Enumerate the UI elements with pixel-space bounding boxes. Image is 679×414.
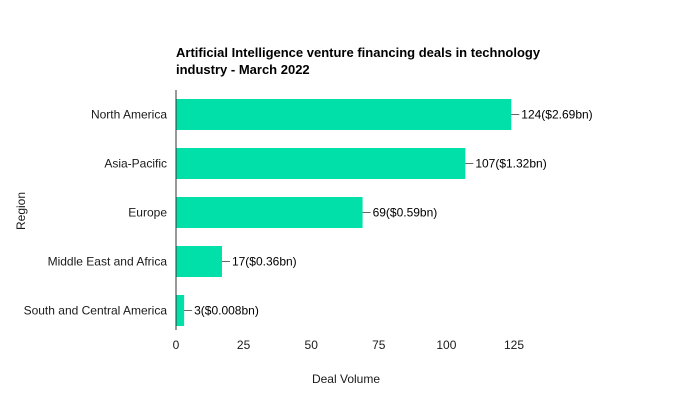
chart-title-line-1: Artificial Intelligence venture financin… <box>176 45 541 60</box>
bar <box>176 197 363 228</box>
plot-area: North America 124($2.69bn) Asia-Pacific 107… <box>24 99 593 352</box>
data-label: 17($0.36bn) <box>232 255 297 269</box>
y-axis-title: Region <box>14 192 28 230</box>
category-label: Asia-Pacific <box>104 157 167 171</box>
x-tick-label: 0 <box>173 338 180 352</box>
category-label: North America <box>91 108 167 122</box>
bar <box>176 99 512 130</box>
x-tick-label: 100 <box>436 338 456 352</box>
bar <box>176 295 185 326</box>
bar <box>176 148 466 179</box>
data-label: 107($1.32bn) <box>475 157 546 171</box>
chart-title-line-2: industry - March 2022 <box>176 62 310 77</box>
x-tick-label: 125 <box>504 338 524 352</box>
bar <box>176 246 222 277</box>
category-label: Europe <box>128 206 167 220</box>
x-tick-label: 50 <box>305 338 319 352</box>
x-axis-title: Deal Volume <box>312 372 380 386</box>
data-label: 124($2.69bn) <box>521 108 592 122</box>
category-label: South and Central America <box>24 304 168 318</box>
x-tick-label: 25 <box>237 338 251 352</box>
data-label: 3($0.008bn) <box>194 304 259 318</box>
category-label: Middle East and Africa <box>48 255 168 269</box>
x-tick-label: 75 <box>372 338 386 352</box>
data-label: 69($0.59bn) <box>373 206 438 220</box>
chart-title: Artificial Intelligence venture financin… <box>176 45 541 77</box>
